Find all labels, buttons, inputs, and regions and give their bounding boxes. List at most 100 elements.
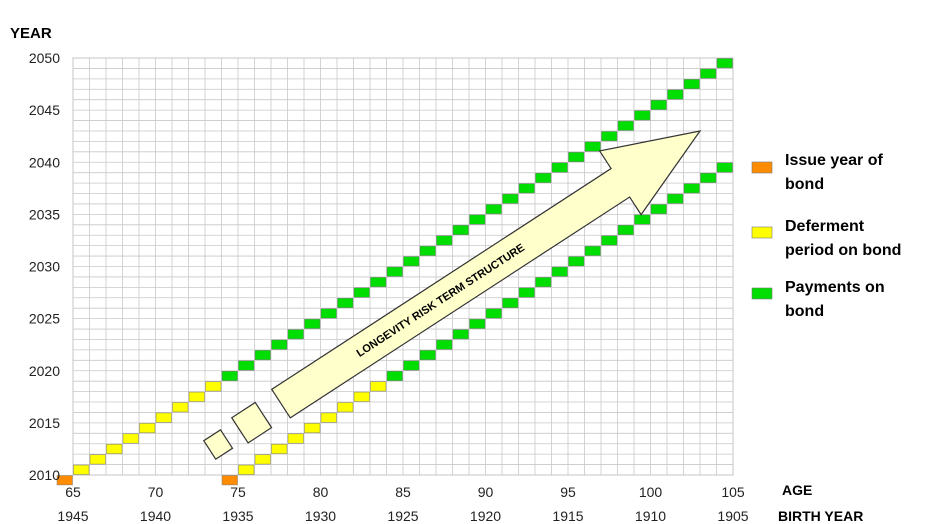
payment-cell [700, 68, 717, 79]
deferment-cell [106, 443, 123, 454]
birth-year-tick-label: 1905 [717, 508, 748, 524]
birth-year-tick-label: 1920 [470, 508, 501, 524]
birth-year-tick-label: 1910 [635, 508, 666, 524]
payment-cell [551, 162, 568, 173]
legend-swatch-issue [751, 161, 773, 174]
payment-cell [370, 277, 387, 288]
birth-year-tick-label: 1930 [305, 508, 336, 524]
payment-cell [716, 162, 733, 173]
term-structure-arrow [270, 130, 702, 419]
deferment-cell [320, 412, 337, 423]
payment-cell [419, 245, 436, 256]
legend-swatch-payments [751, 287, 773, 300]
issue-year-cell [221, 475, 238, 486]
payment-cell [436, 339, 453, 350]
plot-grid [72, 57, 734, 476]
payment-cell [518, 287, 535, 298]
issue-year-cell [56, 475, 73, 486]
y-tick-label: 2040 [29, 154, 60, 170]
payment-cell [584, 141, 601, 152]
birth-year-tick-label: 1945 [57, 508, 88, 524]
y-tick-label: 2020 [29, 363, 60, 379]
payment-cell [271, 339, 288, 350]
payment-cell [551, 266, 568, 277]
payment-cell [403, 360, 420, 371]
y-axis-title: YEAR [10, 25, 52, 42]
deferment-cell [205, 381, 222, 392]
payment-cell [469, 214, 486, 225]
x-tick-label: 70 [148, 484, 164, 500]
legend-label-payments-line2: bond [785, 303, 824, 320]
payment-cell [617, 225, 634, 235]
payment-cell [683, 183, 700, 194]
y-tick-label: 2045 [29, 102, 60, 118]
legend-label-issue-line1: Issue year of [785, 152, 884, 169]
x2-axis-title: BIRTH YEAR [778, 508, 863, 524]
legend-label-issue-line2: bond [785, 176, 824, 193]
payment-cell [700, 172, 717, 183]
birth-year-tick-label: 1935 [222, 508, 253, 524]
payment-cell [419, 350, 436, 361]
payment-cell [386, 371, 403, 381]
legend-swatch-deferment [751, 226, 773, 239]
payment-cell [304, 318, 321, 329]
x-tick-label: 75 [230, 484, 246, 500]
payment-cell [568, 256, 585, 267]
payment-cell [337, 298, 354, 308]
payment-cell [320, 308, 337, 319]
deferment-cell [155, 412, 172, 423]
payment-cell [667, 193, 684, 204]
payment-cell [535, 172, 552, 183]
deferment-cell [304, 423, 321, 434]
legend-label-deferment-line2: period on bond [785, 242, 901, 259]
payment-cell [601, 235, 618, 246]
y-tick-label: 2035 [29, 206, 60, 222]
payment-cell [485, 308, 502, 319]
legend-label-deferment-line1: Deferment [785, 218, 865, 235]
deferment-cell [188, 391, 205, 402]
x-tick-label: 80 [313, 484, 329, 500]
x-tick-label: 65 [65, 484, 81, 500]
deferment-cell [287, 433, 304, 444]
payment-cell [221, 371, 238, 381]
x-axis-title: AGE [782, 482, 812, 498]
deferment-cell [353, 391, 370, 402]
birth-year-tick-label: 1915 [552, 508, 583, 524]
deferment-cell [238, 464, 255, 475]
arrow-tail-block-2 [202, 428, 234, 461]
y-tick-labels: 2010 2015 2020 2025 2030 2035 2040 2045 2050 [29, 50, 60, 483]
payment-cell [584, 245, 601, 256]
payment-cell [502, 298, 519, 308]
payment-cell [535, 277, 552, 288]
deferment-cell [370, 381, 387, 392]
y-tick-label: 2010 [29, 467, 60, 483]
payment-cell [238, 360, 255, 371]
deferment-cell [254, 454, 271, 465]
payment-cell [436, 235, 453, 246]
x-tick-label: 100 [639, 484, 663, 500]
payment-cell [502, 193, 519, 204]
payment-cell [403, 256, 420, 267]
payment-cell [353, 287, 370, 298]
deferment-cell [73, 464, 90, 475]
payment-cell [469, 318, 486, 329]
payment-cell [254, 350, 271, 361]
birth-year-tick-label: 1940 [140, 508, 171, 524]
payment-cell [568, 152, 585, 162]
y-tick-label: 2015 [29, 415, 60, 431]
payment-cell [287, 329, 304, 340]
deferment-cell [122, 433, 139, 444]
payment-cell [634, 214, 651, 225]
y-tick-label: 2025 [29, 311, 60, 327]
x-tick-label: 95 [560, 484, 576, 500]
deferment-cell [271, 443, 288, 454]
birth-year-tick-label: 1925 [387, 508, 418, 524]
payment-cell [650, 99, 667, 110]
y-tick-label: 2050 [29, 50, 60, 66]
legend-label-payments-line1: Payments on [785, 279, 885, 296]
birth-year-tick-labels: 1945 1940 1935 1930 1925 1920 1915 1910 1905 [57, 508, 748, 524]
payment-cell [452, 225, 469, 235]
payment-cell [667, 89, 684, 100]
payment-cell [650, 204, 667, 215]
